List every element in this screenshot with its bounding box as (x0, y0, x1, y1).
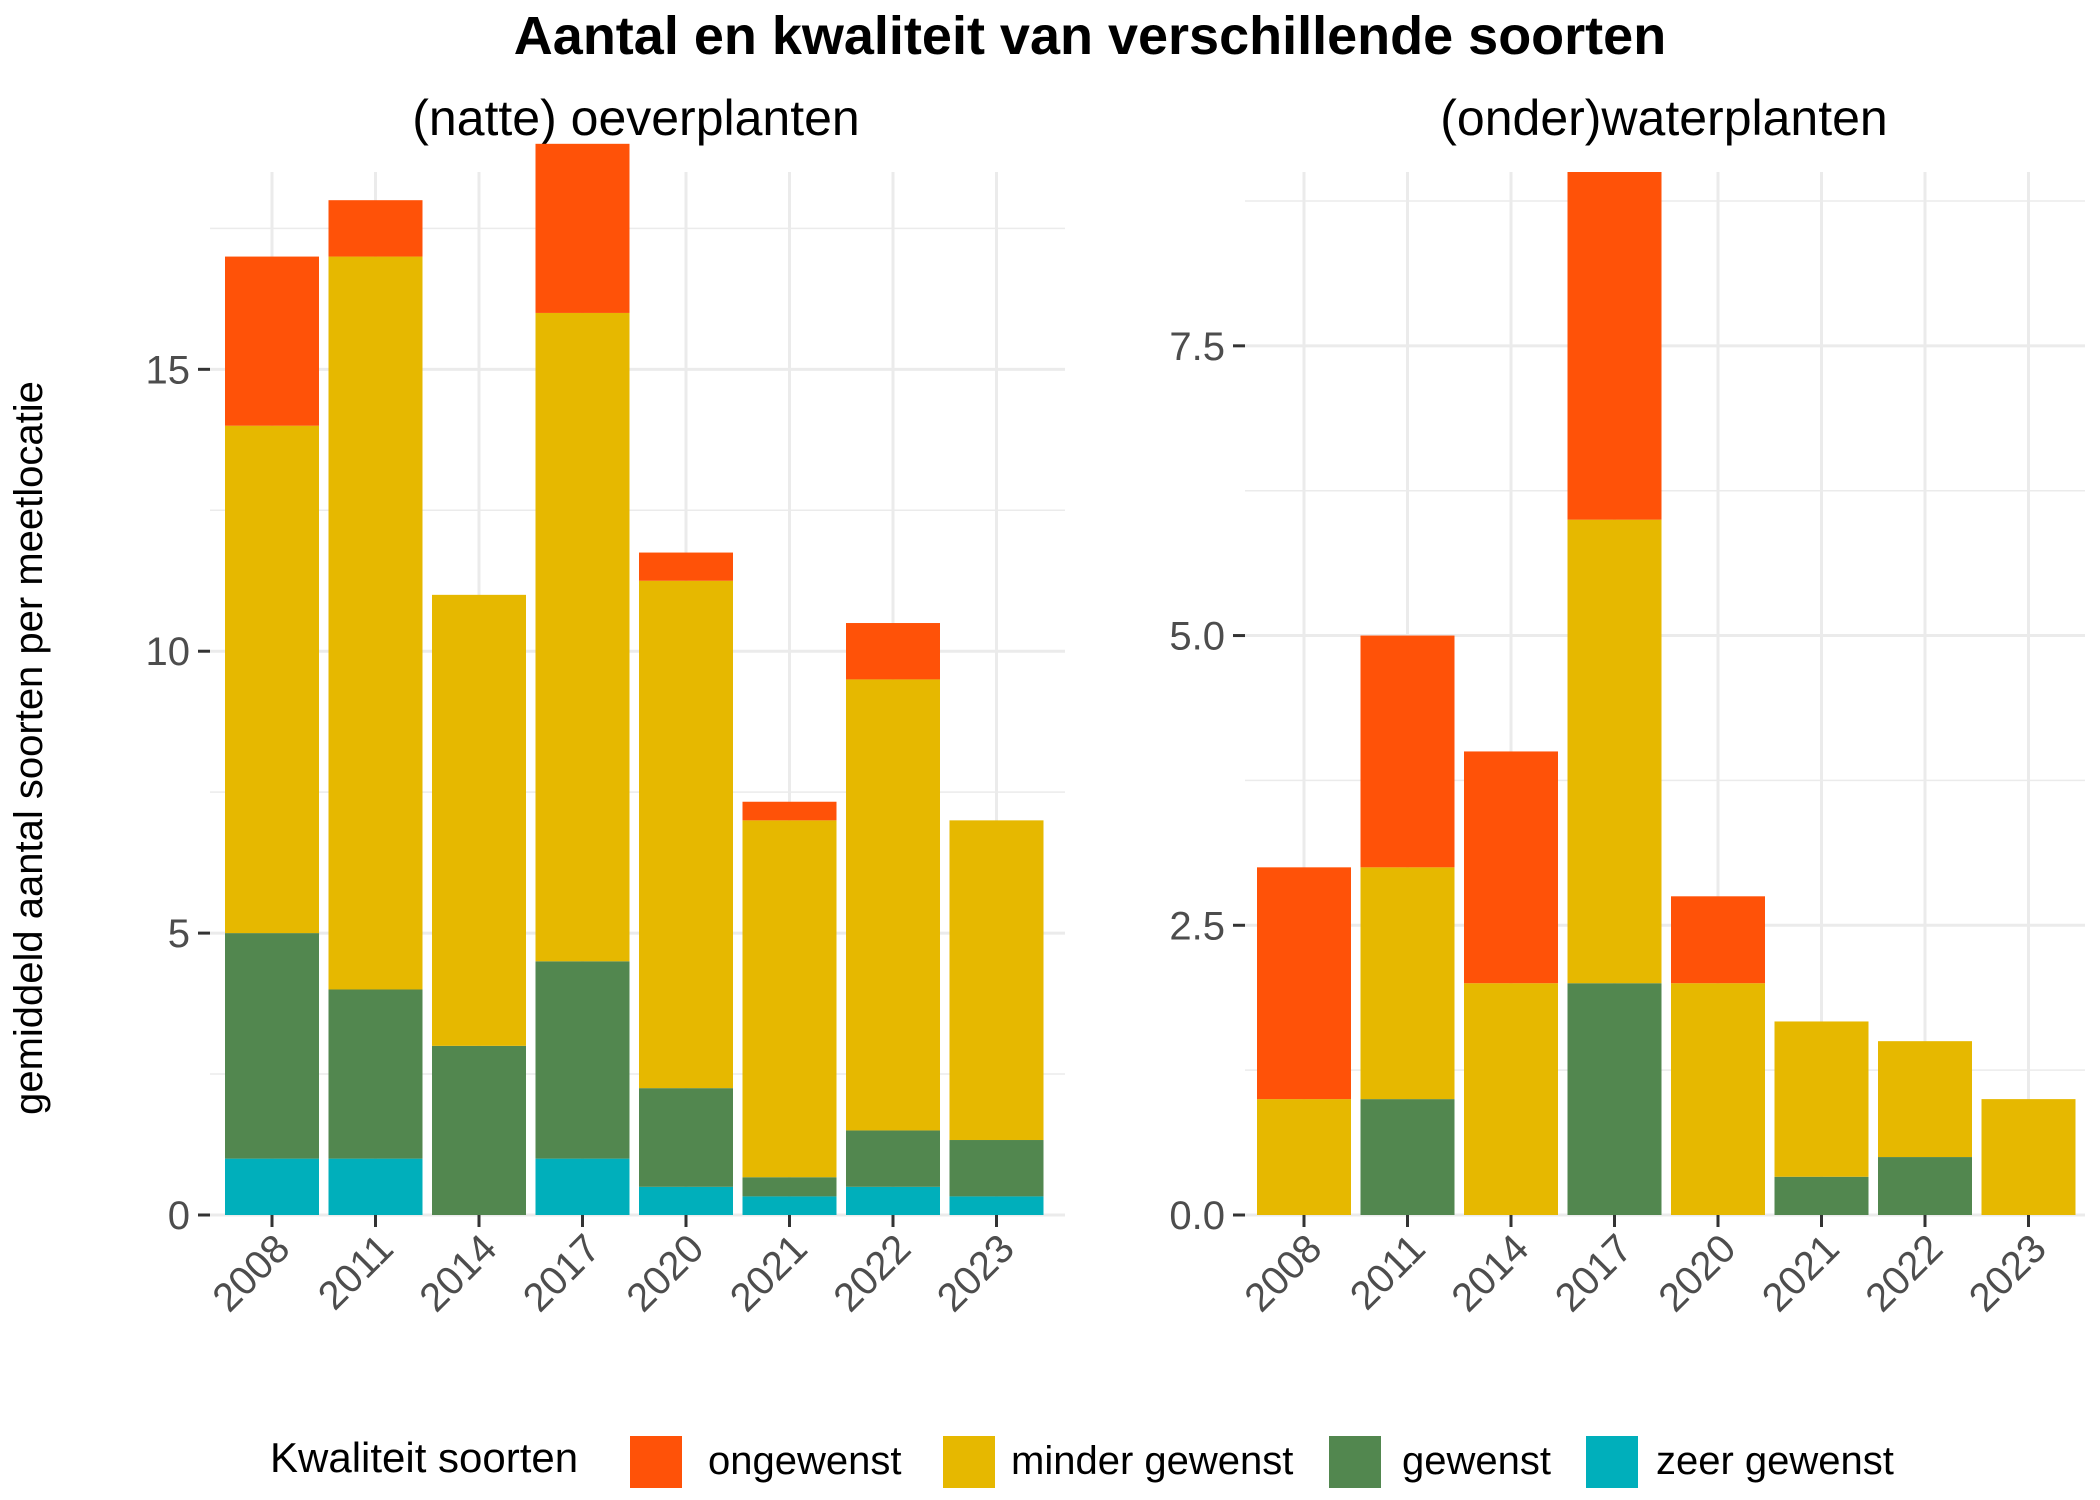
panel-waterplanten: (onder)waterplanten 0.0 2.5 5.0 7.5 2008 2011… (1169, 90, 2085, 1320)
bar-segment-gewenst-2020 (639, 1088, 733, 1187)
bar-segment-ongewenst-2011 (328, 200, 423, 257)
x-tick-label: 2011 (310, 1226, 402, 1318)
legend-key-zeer-gewenst (1586, 1436, 1638, 1488)
legend-label-ongewenst: ongewenst (708, 1439, 901, 1483)
bar-segment-minder-gewenst-2023 (1981, 1099, 2076, 1215)
bar-segment-minder-gewenst-2011 (328, 256, 423, 990)
y-axis-label: gemiddeld aantal soorten per meetlocatie (7, 381, 51, 1115)
bar-segment-gewenst-2022 (1878, 1157, 1972, 1215)
bar-segment-zeer-gewenst-2008 (225, 1158, 319, 1215)
bar-segment-ongewenst-2020 (1671, 896, 1765, 984)
bar-segment-minder-gewenst-2022 (1878, 1041, 1972, 1158)
bar-segment-minder-gewenst-2014 (432, 594, 526, 1046)
bar-segment-minder-gewenst-2008 (225, 425, 319, 934)
panel-waterplanten-bars (1257, 172, 2076, 1215)
y-tick-label: 5 (168, 912, 190, 956)
bar-segment-minder-gewenst-2008 (1257, 1099, 1351, 1215)
bar-segment-minder-gewenst-2022 (846, 679, 940, 1131)
bar-segment-gewenst-2017 (535, 961, 630, 1159)
x-tick-label: 2017 (515, 1226, 609, 1320)
bar-segment-minder-gewenst-2021 (742, 820, 837, 1178)
bar-segment-ongewenst-2022 (846, 623, 940, 680)
bar-segment-minder-gewenst-2017 (1567, 519, 1662, 984)
y-tick-label: 0 (168, 1194, 190, 1238)
bar-segment-zeer-gewenst-2020 (639, 1186, 733, 1215)
legend-label-minder-gewenst: minder gewenst (1011, 1439, 1293, 1483)
y-tick-label: 2.5 (1169, 904, 1225, 948)
legend-key-gewenst (1329, 1436, 1381, 1488)
bar-segment-minder-gewenst-2020 (639, 580, 733, 1089)
bar-segment-ongewenst-2020 (639, 552, 733, 581)
x-tick-label: 2020 (618, 1226, 712, 1320)
legend-key-ongewenst (630, 1436, 682, 1488)
legend-title: Kwaliteit soorten (270, 1434, 578, 1481)
bar-segment-minder-gewenst-2017 (535, 312, 630, 962)
x-tick-label: 2008 (204, 1226, 298, 1320)
y-tick-label: 10 (146, 630, 191, 674)
legend-label-gewenst: gewenst (1402, 1439, 1551, 1483)
bar-segment-gewenst-2014 (432, 1045, 526, 1215)
panel-title-oeverplanten: (natte) oeverplanten (412, 90, 860, 146)
bar-segment-gewenst-2011 (328, 989, 423, 1159)
y-tick-label: 7.5 (1169, 325, 1225, 369)
x-tick-label: 2023 (929, 1226, 1023, 1320)
bar-segment-ongewenst-2021 (742, 801, 837, 821)
legend-items: ongewenst minder gewenst gewenst zeer gewen… (630, 1436, 1894, 1488)
bar-segment-ongewenst-2017 (1567, 172, 1662, 520)
bar-segment-zeer-gewenst-2023 (949, 1196, 1044, 1215)
bar-segment-zeer-gewenst-2021 (742, 1196, 837, 1215)
panel-title-waterplanten: (onder)waterplanten (1440, 90, 1888, 146)
bar-segment-gewenst-2011 (1360, 1099, 1455, 1215)
x-tick-label: 2020 (1650, 1226, 1744, 1320)
x-tick-label: 2017 (1547, 1226, 1641, 1320)
x-tick-label: 2021 (1754, 1226, 1848, 1320)
bar-segment-minder-gewenst-2023 (949, 820, 1044, 1141)
y-tick-label: 15 (146, 348, 191, 392)
bar-segment-gewenst-2023 (949, 1140, 1044, 1197)
bar-segment-ongewenst-2008 (1257, 867, 1351, 1100)
y-tick-label: 0.0 (1169, 1194, 1225, 1238)
x-tick-label: 2022 (1857, 1226, 1951, 1320)
bar-segment-ongewenst-2014 (1464, 751, 1558, 984)
bar-segment-gewenst-2008 (225, 933, 319, 1159)
legend-key-minder-gewenst (943, 1436, 995, 1488)
bar-segment-gewenst-2021 (742, 1177, 837, 1197)
x-tick-label: 2011 (1342, 1226, 1434, 1318)
x-tick-label: 2014 (411, 1226, 505, 1320)
bar-segment-gewenst-2022 (846, 1130, 940, 1187)
bar-segment-gewenst-2017 (1567, 983, 1662, 1215)
x-tick-label: 2008 (1236, 1226, 1330, 1320)
bar-segment-minder-gewenst-2014 (1464, 983, 1558, 1215)
bar-segment-ongewenst-2008 (225, 256, 319, 426)
bar-segment-zeer-gewenst-2017 (535, 1158, 630, 1215)
bar-segment-ongewenst-2017 (535, 143, 630, 313)
x-tick-label: 2023 (1961, 1226, 2055, 1320)
legend-label-zeer-gewenst: zeer gewenst (1656, 1439, 1894, 1483)
bar-segment-zeer-gewenst-2022 (846, 1186, 940, 1215)
bar-segment-minder-gewenst-2021 (1774, 1021, 1869, 1177)
bar-segment-minder-gewenst-2011 (1360, 867, 1455, 1100)
bar-segment-minder-gewenst-2020 (1671, 983, 1765, 1215)
x-tick-label: 2021 (722, 1226, 816, 1320)
chart-title: Aantal en kwaliteit van verschillende so… (514, 6, 1666, 66)
x-tick-label: 2014 (1443, 1226, 1537, 1320)
x-tick-label: 2022 (825, 1226, 919, 1320)
panel-oeverplanten-bars (225, 143, 1044, 1215)
bar-segment-zeer-gewenst-2011 (328, 1158, 423, 1215)
y-tick-label: 5.0 (1169, 615, 1225, 659)
bar-segment-gewenst-2021 (1774, 1176, 1869, 1215)
legend: Kwaliteit soorten ongewenst minder gewens… (270, 1434, 1894, 1488)
bar-segment-ongewenst-2011 (1360, 635, 1455, 868)
